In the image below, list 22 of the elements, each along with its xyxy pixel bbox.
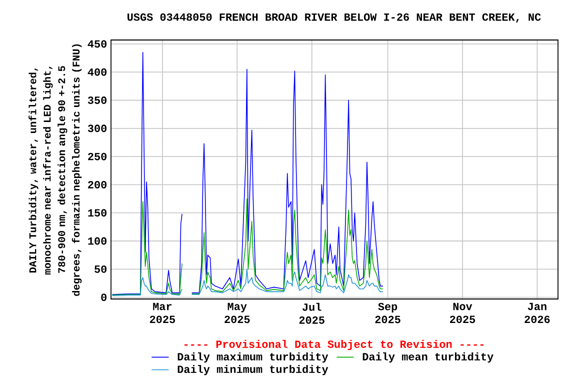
y-tick-label: 300 [88,124,107,132]
y-tick-label: 150 [88,209,107,217]
x-tick-label: Jan 2026 [524,302,550,324]
text: ---- Provisional Data Subject to Revision ---- [184,340,484,350]
y-tick-label: 250 [88,152,107,160]
legend-label: Daily mean turbidity [362,352,494,363]
y-tick-label: 100 [88,237,107,245]
x-tick-label: Sep 2025 [375,302,400,324]
y-axis-title: DAILY Turbidity, water, unfiltered, monochrome near infra-red LED light, 780-900 nm, detection angle 90 +-2.5 degrees, formazin nephelometric units (FNU) [28,44,82,296]
x-tick-label: May 2025 [224,302,250,324]
y-tick-label: 350 [88,96,107,104]
y-tick-label: 450 [88,40,107,48]
y-tick-label: 0 [101,294,107,302]
x-tick-label: Nov 2025 [450,302,476,324]
y-tick-label: 400 [88,68,107,76]
y-tick-label: 50 [94,265,107,273]
x-tick-label: Mar 2025 [150,302,176,324]
y-tick-label: 200 [88,180,107,188]
legend-label: Daily minimum turbidity [178,364,328,376]
x-tick-label: Jul 2025 [299,302,324,324]
legend-label: Daily maximum turbidity [178,352,328,363]
chart-title: USGS 03448050 FRENCH BROAD RIVER BELOW I-26 NEAR BENT CREEK, NC [128,13,541,23]
